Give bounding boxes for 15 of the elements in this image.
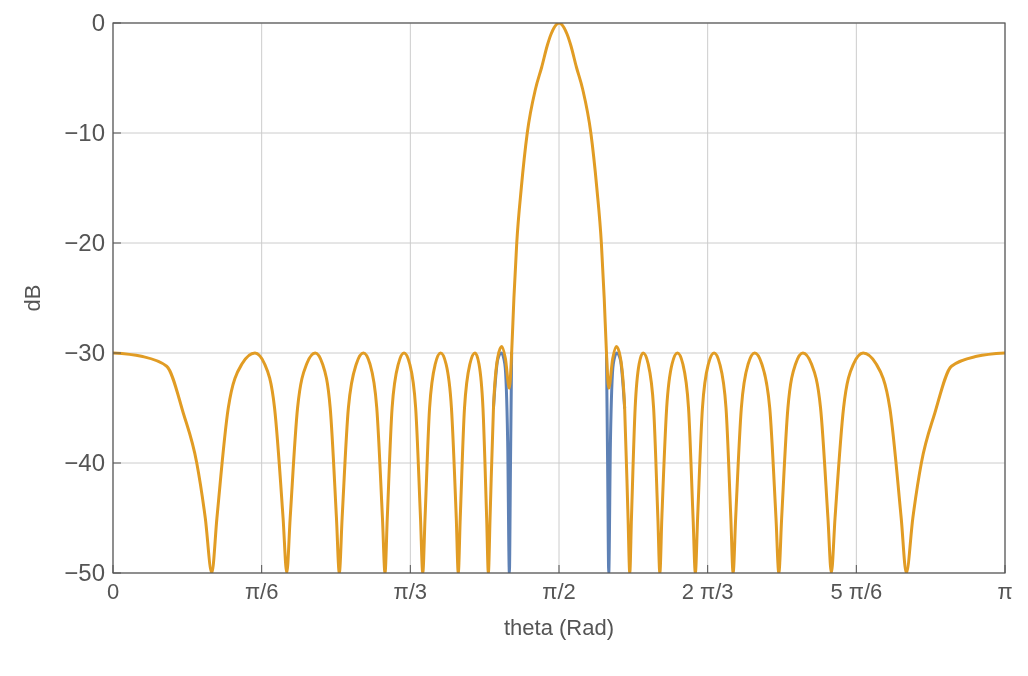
y-tick-label: −40 [64,449,105,476]
line-series [113,23,1005,573]
y-tick-label: −50 [64,559,105,586]
x-tick-label: π/3 [393,579,428,604]
x-tick-label: π [997,579,1013,604]
x-tick-label: π/2 [542,579,576,604]
x-axis-title: theta (Rad) [503,615,615,640]
y-tick-label: 0 [91,9,105,36]
x-tick-label: 5 π/6 [830,579,883,604]
y-tick-label: −30 [64,339,105,366]
x-tick-label: π/6 [244,579,279,604]
y-tick-label: −20 [64,229,105,256]
y-axis-title: dB [20,284,45,312]
x-tick-label: 2 π/3 [681,579,734,604]
y-tick-label: −10 [64,119,105,146]
